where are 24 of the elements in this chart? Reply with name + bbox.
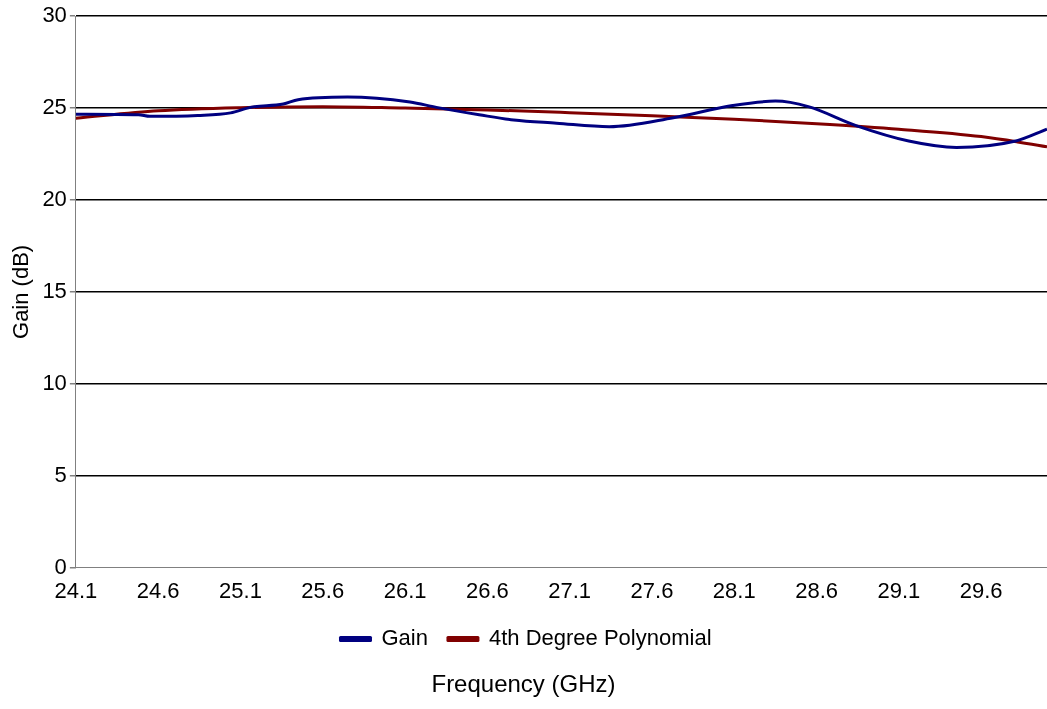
y-tick-label: 15 bbox=[42, 277, 67, 303]
x-axis-title: Frequency (GHz) bbox=[430, 670, 617, 698]
x-tick-label: 25.6 bbox=[301, 577, 345, 603]
y-tick-label: 25 bbox=[42, 94, 67, 120]
x-tick-label: 24.1 bbox=[54, 577, 98, 603]
legend-label: Gain bbox=[381, 625, 428, 651]
x-tick-label: 27.6 bbox=[630, 577, 674, 603]
x-tick-label: 24.6 bbox=[136, 577, 180, 603]
x-tick-label: 29.6 bbox=[959, 577, 1003, 603]
y-tick-label: 5 bbox=[54, 461, 67, 487]
x-tick-label: 26.6 bbox=[465, 577, 509, 603]
legend-label: 4th Degree Polynomial bbox=[488, 625, 712, 651]
x-tick-label: 28.1 bbox=[712, 577, 756, 603]
y-tick-label: 30 bbox=[42, 2, 67, 28]
y-axis-title: Gain (dB) bbox=[8, 244, 34, 339]
line-series bbox=[75, 95, 1047, 149]
y-tick-label: 20 bbox=[42, 186, 67, 212]
x-tick-label: 27.1 bbox=[548, 577, 592, 603]
x-tick-label: 29.1 bbox=[877, 577, 921, 603]
x-tick-label: 28.6 bbox=[795, 577, 838, 603]
y-tick-label: 10 bbox=[42, 369, 67, 395]
y-tick-label: 0 bbox=[54, 553, 67, 579]
x-tick-label: 25.1 bbox=[219, 577, 262, 603]
x-tick-label: 26.1 bbox=[383, 577, 427, 603]
